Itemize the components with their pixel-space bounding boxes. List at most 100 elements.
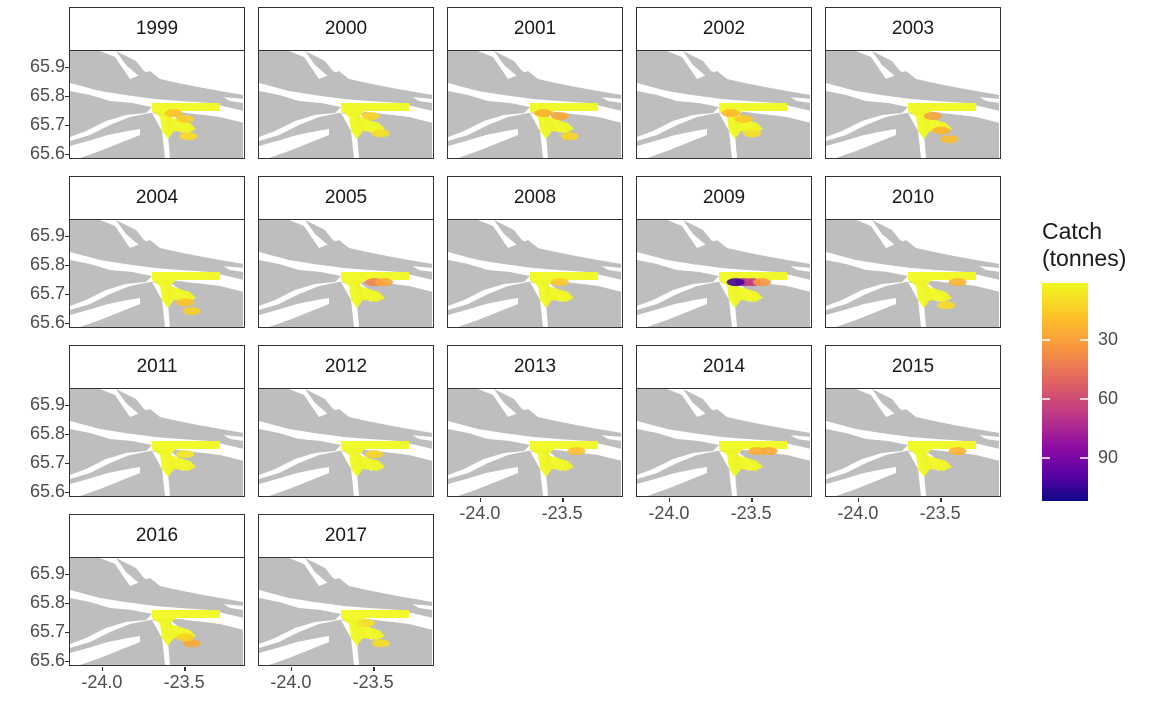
facet-strip-label: 2017 <box>258 514 434 558</box>
catch-cell <box>371 639 390 648</box>
catch-area <box>908 103 976 139</box>
y-tick-mark <box>65 293 69 296</box>
catch-cell <box>534 109 553 118</box>
catch-cell <box>365 450 384 459</box>
x-tick-mark <box>751 498 753 502</box>
catch-cell <box>176 450 195 459</box>
catch-area <box>341 441 409 477</box>
y-tick-mark <box>65 462 69 465</box>
map-panel <box>447 50 623 159</box>
facet-strip-label: 2008 <box>447 176 623 220</box>
facet-strip-label: 2013 <box>447 345 623 389</box>
x-tick-label: -23.5 <box>730 503 772 523</box>
facet-strip-label: 2016 <box>69 514 245 558</box>
x-tick-mark <box>101 667 104 671</box>
y-tick-label: 65.9 <box>29 393 65 414</box>
map-panel <box>636 388 812 497</box>
x-tick-label: -23.5 <box>919 503 961 523</box>
map-canvas <box>259 51 432 158</box>
x-tick-mark <box>668 498 671 502</box>
catch-cell <box>375 278 394 287</box>
map-canvas <box>70 51 243 158</box>
y-tick-label: 65.7 <box>29 451 65 472</box>
y-tick-mark <box>65 264 69 267</box>
x-tick-mark <box>857 498 860 502</box>
map-canvas <box>826 389 999 496</box>
map-canvas <box>826 51 999 158</box>
y-tick-label: 65.7 <box>29 282 65 303</box>
facet-strip-label: 2009 <box>636 176 812 220</box>
facet-strip-label: 2002 <box>636 7 812 51</box>
facet-strip-label: 2004 <box>69 176 245 220</box>
facet-strip-label: 2014 <box>636 345 812 389</box>
facet-strip-label: 2010 <box>825 176 1001 220</box>
legend-title: Catch (tonnes) <box>1042 218 1126 272</box>
y-tick-label: 65.9 <box>29 55 65 76</box>
catch-cell <box>371 129 390 138</box>
y-tick-label: 65.8 <box>29 253 65 274</box>
catch-area <box>341 103 409 139</box>
catch-area <box>908 441 976 477</box>
legend-title-line2: (tonnes) <box>1042 245 1127 272</box>
y-tick-mark <box>65 491 69 494</box>
x-tick-mark <box>940 498 942 502</box>
x-tick-label: -24.0 <box>459 503 501 523</box>
y-tick-label: 65.7 <box>29 620 65 641</box>
map-canvas <box>637 220 810 327</box>
map-panel <box>258 557 434 666</box>
map-panel <box>258 50 434 159</box>
facet-strip-label: 2015 <box>825 345 1001 389</box>
legend-tick: 60 <box>1098 388 1119 408</box>
catch-cell <box>932 126 951 135</box>
catch-cell <box>179 132 198 141</box>
catch-cell <box>361 112 380 121</box>
catch-area <box>341 272 409 308</box>
map-canvas <box>826 220 999 327</box>
y-tick-mark <box>65 124 69 127</box>
map-panel <box>258 388 434 497</box>
x-tick-mark <box>479 498 482 502</box>
map-panel <box>825 388 1001 497</box>
catch-area <box>152 272 220 308</box>
y-tick-mark <box>65 153 69 156</box>
y-tick-label: 65.7 <box>29 113 65 134</box>
x-tick-mark <box>290 667 293 671</box>
catch-cell <box>940 135 959 144</box>
map-panel <box>447 388 623 497</box>
catch-area <box>908 272 976 308</box>
map-panel <box>636 50 812 159</box>
y-tick-label: 65.6 <box>29 480 65 501</box>
y-tick-mark <box>65 66 69 69</box>
catch-area <box>341 610 409 646</box>
map-canvas <box>448 389 621 496</box>
x-tick-label: -24.0 <box>81 672 123 692</box>
y-tick-mark <box>65 433 69 436</box>
catch-area <box>152 441 220 477</box>
catch-cell <box>356 619 375 628</box>
catch-cell <box>176 633 195 642</box>
x-tick-label: -24.0 <box>648 503 690 523</box>
y-tick-label: 65.6 <box>29 311 65 332</box>
y-tick-mark <box>65 235 69 238</box>
map-panel <box>825 50 1001 159</box>
catch-cell <box>164 109 183 118</box>
catch-cell <box>567 447 586 456</box>
y-tick-mark <box>65 322 69 325</box>
y-tick-mark <box>65 660 69 663</box>
map-panel <box>69 388 245 497</box>
facet-strip-label: 2000 <box>258 7 434 51</box>
legend-colorbar <box>1042 283 1088 501</box>
map-canvas <box>637 389 810 496</box>
y-tick-label: 65.8 <box>29 422 65 443</box>
facet-strip-label: 1999 <box>69 7 245 51</box>
x-tick-label: -23.5 <box>541 503 583 523</box>
catch-cell <box>734 114 753 123</box>
map-canvas <box>259 558 432 665</box>
x-tick-mark <box>562 498 564 502</box>
x-tick-mark <box>184 667 186 671</box>
facet-strip-label: 2001 <box>447 7 623 51</box>
catch-cell <box>948 447 967 456</box>
y-tick-label: 65.9 <box>29 224 65 245</box>
legend-tick: 30 <box>1098 329 1119 349</box>
catch-cell <box>550 112 569 121</box>
